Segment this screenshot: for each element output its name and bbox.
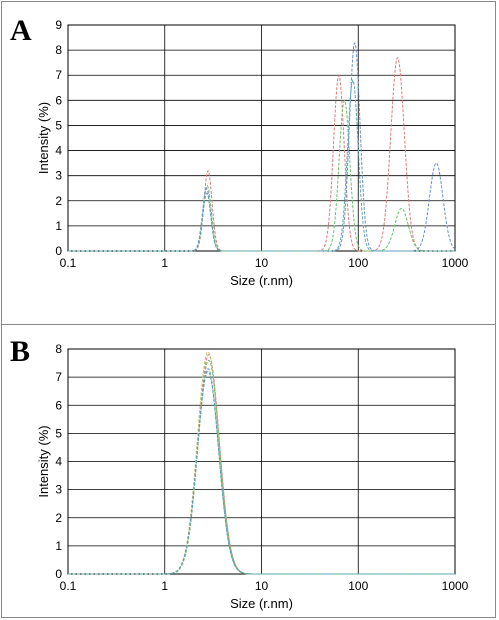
x-tick-label: 1000: [442, 256, 469, 270]
y-tick-label: 4: [55, 144, 62, 158]
y-tick-label: 1: [55, 539, 62, 553]
x-tick-label: 100: [348, 256, 368, 270]
y-tick-label: 5: [55, 426, 62, 440]
y-tick-label: 9: [55, 18, 62, 32]
x-tick-label: 0.1: [60, 579, 77, 593]
chart-b: B 0 1 2 3 4 5 6 7 8 0.1 1 10 100 1000 Size (r.nm) Intens…: [10, 335, 469, 611]
y-tick-label: 2: [55, 511, 62, 525]
y-tick-label: 5: [55, 118, 62, 132]
y-tick-label: 3: [55, 169, 62, 183]
panel-a: A 0 1 2 3 4 5 6 7 8 9 0.1 1 10 100 1000 Size (r.nm) Inten…: [1, 1, 496, 338]
y-tick-label: 7: [55, 370, 62, 384]
series-line-4: [68, 79, 455, 252]
y-tick-label: 7: [55, 68, 62, 82]
y-tick-label: 6: [55, 398, 62, 412]
y-tick-label: 0: [55, 567, 62, 581]
x-tick-label: 10: [255, 256, 269, 270]
y-tick-label: 0: [55, 244, 62, 258]
x-tick-label: 1000: [442, 579, 469, 593]
x-tick-label: 1: [161, 256, 168, 270]
panel-label: A: [10, 14, 32, 47]
y-tick-label: 8: [55, 43, 62, 57]
x-tick-label: 100: [348, 579, 368, 593]
x-axis-title: Size (r.nm): [230, 273, 293, 288]
x-tick-label: 0.1: [60, 256, 77, 270]
y-tick-label: 8: [55, 342, 62, 356]
panel-b: B 0 1 2 3 4 5 6 7 8 0.1 1 10 100 1000 Size (r.nm) Intens…: [1, 324, 496, 618]
y-tick-label: 2: [55, 194, 62, 208]
x-tick-label: 1: [161, 579, 168, 593]
chart-a: A 0 1 2 3 4 5 6 7 8 9 0.1 1 10 100 1000 Size (r.nm) Inten…: [10, 14, 469, 288]
series-line-5: [68, 370, 455, 575]
panel-label: B: [10, 335, 30, 368]
grid: [67, 24, 456, 252]
y-tick-label: 1: [55, 219, 62, 233]
grid: [67, 348, 456, 575]
x-axis-title: Size (r.nm): [230, 596, 293, 611]
x-tick-label: 10: [255, 579, 269, 593]
y-axis-title: Intensity (%): [36, 102, 51, 174]
y-tick-label: 6: [55, 93, 62, 107]
y-tick-label: 3: [55, 483, 62, 497]
y-axis-title: Intensity (%): [36, 425, 51, 497]
y-tick-label: 4: [55, 455, 62, 469]
